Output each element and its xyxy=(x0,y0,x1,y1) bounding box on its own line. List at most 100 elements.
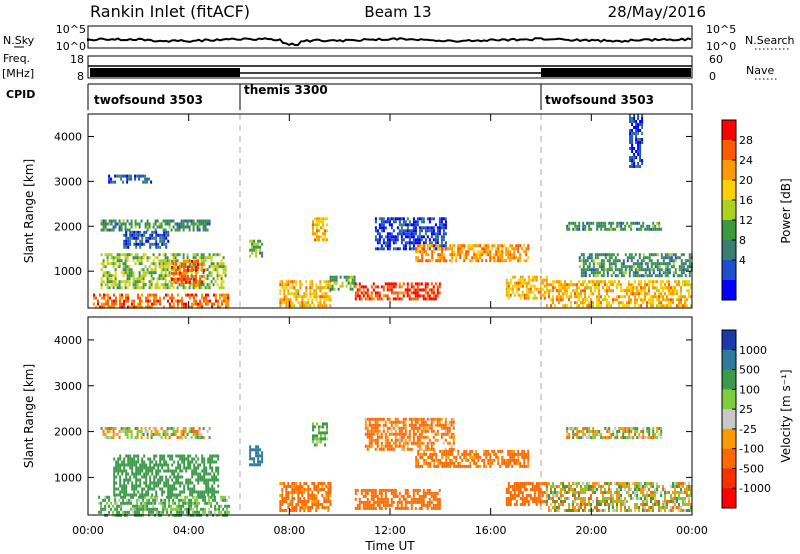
power-cell xyxy=(517,284,520,288)
power-cell xyxy=(127,296,129,300)
velocity-cell xyxy=(104,436,107,439)
power-cell xyxy=(604,227,607,231)
velocity-cell xyxy=(426,447,429,451)
velocity-cell xyxy=(364,494,367,498)
velocity-cell xyxy=(491,458,494,462)
velocity-cell xyxy=(320,434,322,438)
power-cell xyxy=(499,259,502,263)
velocity-cell xyxy=(146,433,149,436)
power-cell xyxy=(606,304,608,308)
power-cell xyxy=(505,278,508,282)
power-cell xyxy=(93,293,95,297)
velocity-cell xyxy=(556,491,558,494)
power-cell xyxy=(102,228,105,232)
power-cell xyxy=(637,150,640,153)
power-cell xyxy=(370,294,373,298)
velocity-cell xyxy=(382,500,385,504)
power-cell xyxy=(335,281,338,285)
power-cell xyxy=(632,283,634,287)
velocity-cell xyxy=(135,475,138,479)
velocity-cell xyxy=(215,475,218,479)
power-cell xyxy=(149,293,151,297)
power-cell xyxy=(521,278,524,282)
velocity-cell xyxy=(122,495,125,499)
velocity-cell xyxy=(185,457,188,461)
velocity-cell xyxy=(404,500,407,504)
power-cell xyxy=(110,177,113,181)
velocity-cell xyxy=(316,443,318,447)
velocity-cell xyxy=(150,507,153,511)
power-cell xyxy=(600,274,603,278)
power-cell xyxy=(646,292,648,296)
velocity-cell xyxy=(159,487,162,491)
power-cell xyxy=(580,268,583,272)
velocity-cell xyxy=(467,458,470,462)
power-cell xyxy=(420,282,423,286)
velocity-cell xyxy=(438,488,441,492)
power-cell xyxy=(193,274,195,278)
power-cell xyxy=(156,280,159,284)
power-cell xyxy=(311,301,314,305)
velocity-cell xyxy=(511,464,514,468)
velocity-cell xyxy=(157,484,160,488)
velocity-cell xyxy=(432,447,435,451)
power-cell xyxy=(604,280,606,284)
power-cell xyxy=(124,283,127,287)
power-cell xyxy=(318,217,320,221)
power-cell xyxy=(646,304,648,308)
velocity-cell xyxy=(515,485,518,488)
power-cell xyxy=(445,259,448,263)
velocity-cell xyxy=(197,457,200,461)
velocity-cell xyxy=(420,417,423,421)
velocity-cell xyxy=(297,503,300,506)
power-cell xyxy=(176,225,179,229)
power-cell xyxy=(185,259,187,263)
power-cell xyxy=(449,259,452,263)
power-cell xyxy=(149,236,152,240)
power-cell xyxy=(279,298,282,302)
power-cell xyxy=(406,229,409,233)
velocity-cell xyxy=(291,494,294,497)
power-cell xyxy=(473,256,476,260)
velocity-cell xyxy=(167,484,170,488)
velocity-cell xyxy=(376,429,379,433)
velocity-cell xyxy=(135,463,138,467)
power-cell xyxy=(416,241,419,245)
power-colorbar xyxy=(721,119,737,301)
power-cell xyxy=(590,298,592,302)
power-cell xyxy=(680,301,682,305)
power-cell xyxy=(202,280,205,284)
power-cell xyxy=(668,256,671,260)
power-cell xyxy=(650,298,652,302)
velocity-cell xyxy=(442,423,445,427)
power-cell xyxy=(412,288,415,292)
power-cell xyxy=(104,222,107,226)
velocity-cell xyxy=(150,430,153,433)
power-cell xyxy=(507,247,510,251)
velocity-cell xyxy=(149,475,152,479)
velocity-cell xyxy=(137,460,140,464)
power-cell xyxy=(467,250,470,254)
velocity-cell xyxy=(560,500,562,503)
power-cell xyxy=(511,253,514,257)
power-cell xyxy=(511,247,514,251)
power-cell xyxy=(341,284,344,288)
power-cell xyxy=(682,265,685,269)
velocity-cell xyxy=(432,417,435,421)
power-cell xyxy=(205,302,207,306)
power-cell xyxy=(421,247,424,251)
power-cell xyxy=(639,123,642,126)
velocity-cell xyxy=(203,457,206,461)
power-cell xyxy=(639,150,642,153)
power-cell xyxy=(120,225,123,229)
power-cell xyxy=(329,278,332,282)
velocity-cell xyxy=(539,491,542,494)
power-cell xyxy=(220,280,223,284)
power-cell xyxy=(136,222,139,226)
velocity-cell xyxy=(177,481,180,485)
power-cell xyxy=(602,253,605,257)
velocity-cell xyxy=(426,444,429,448)
velocity-cell xyxy=(311,506,314,509)
power-cell xyxy=(103,302,105,306)
velocity-cell xyxy=(558,497,560,500)
